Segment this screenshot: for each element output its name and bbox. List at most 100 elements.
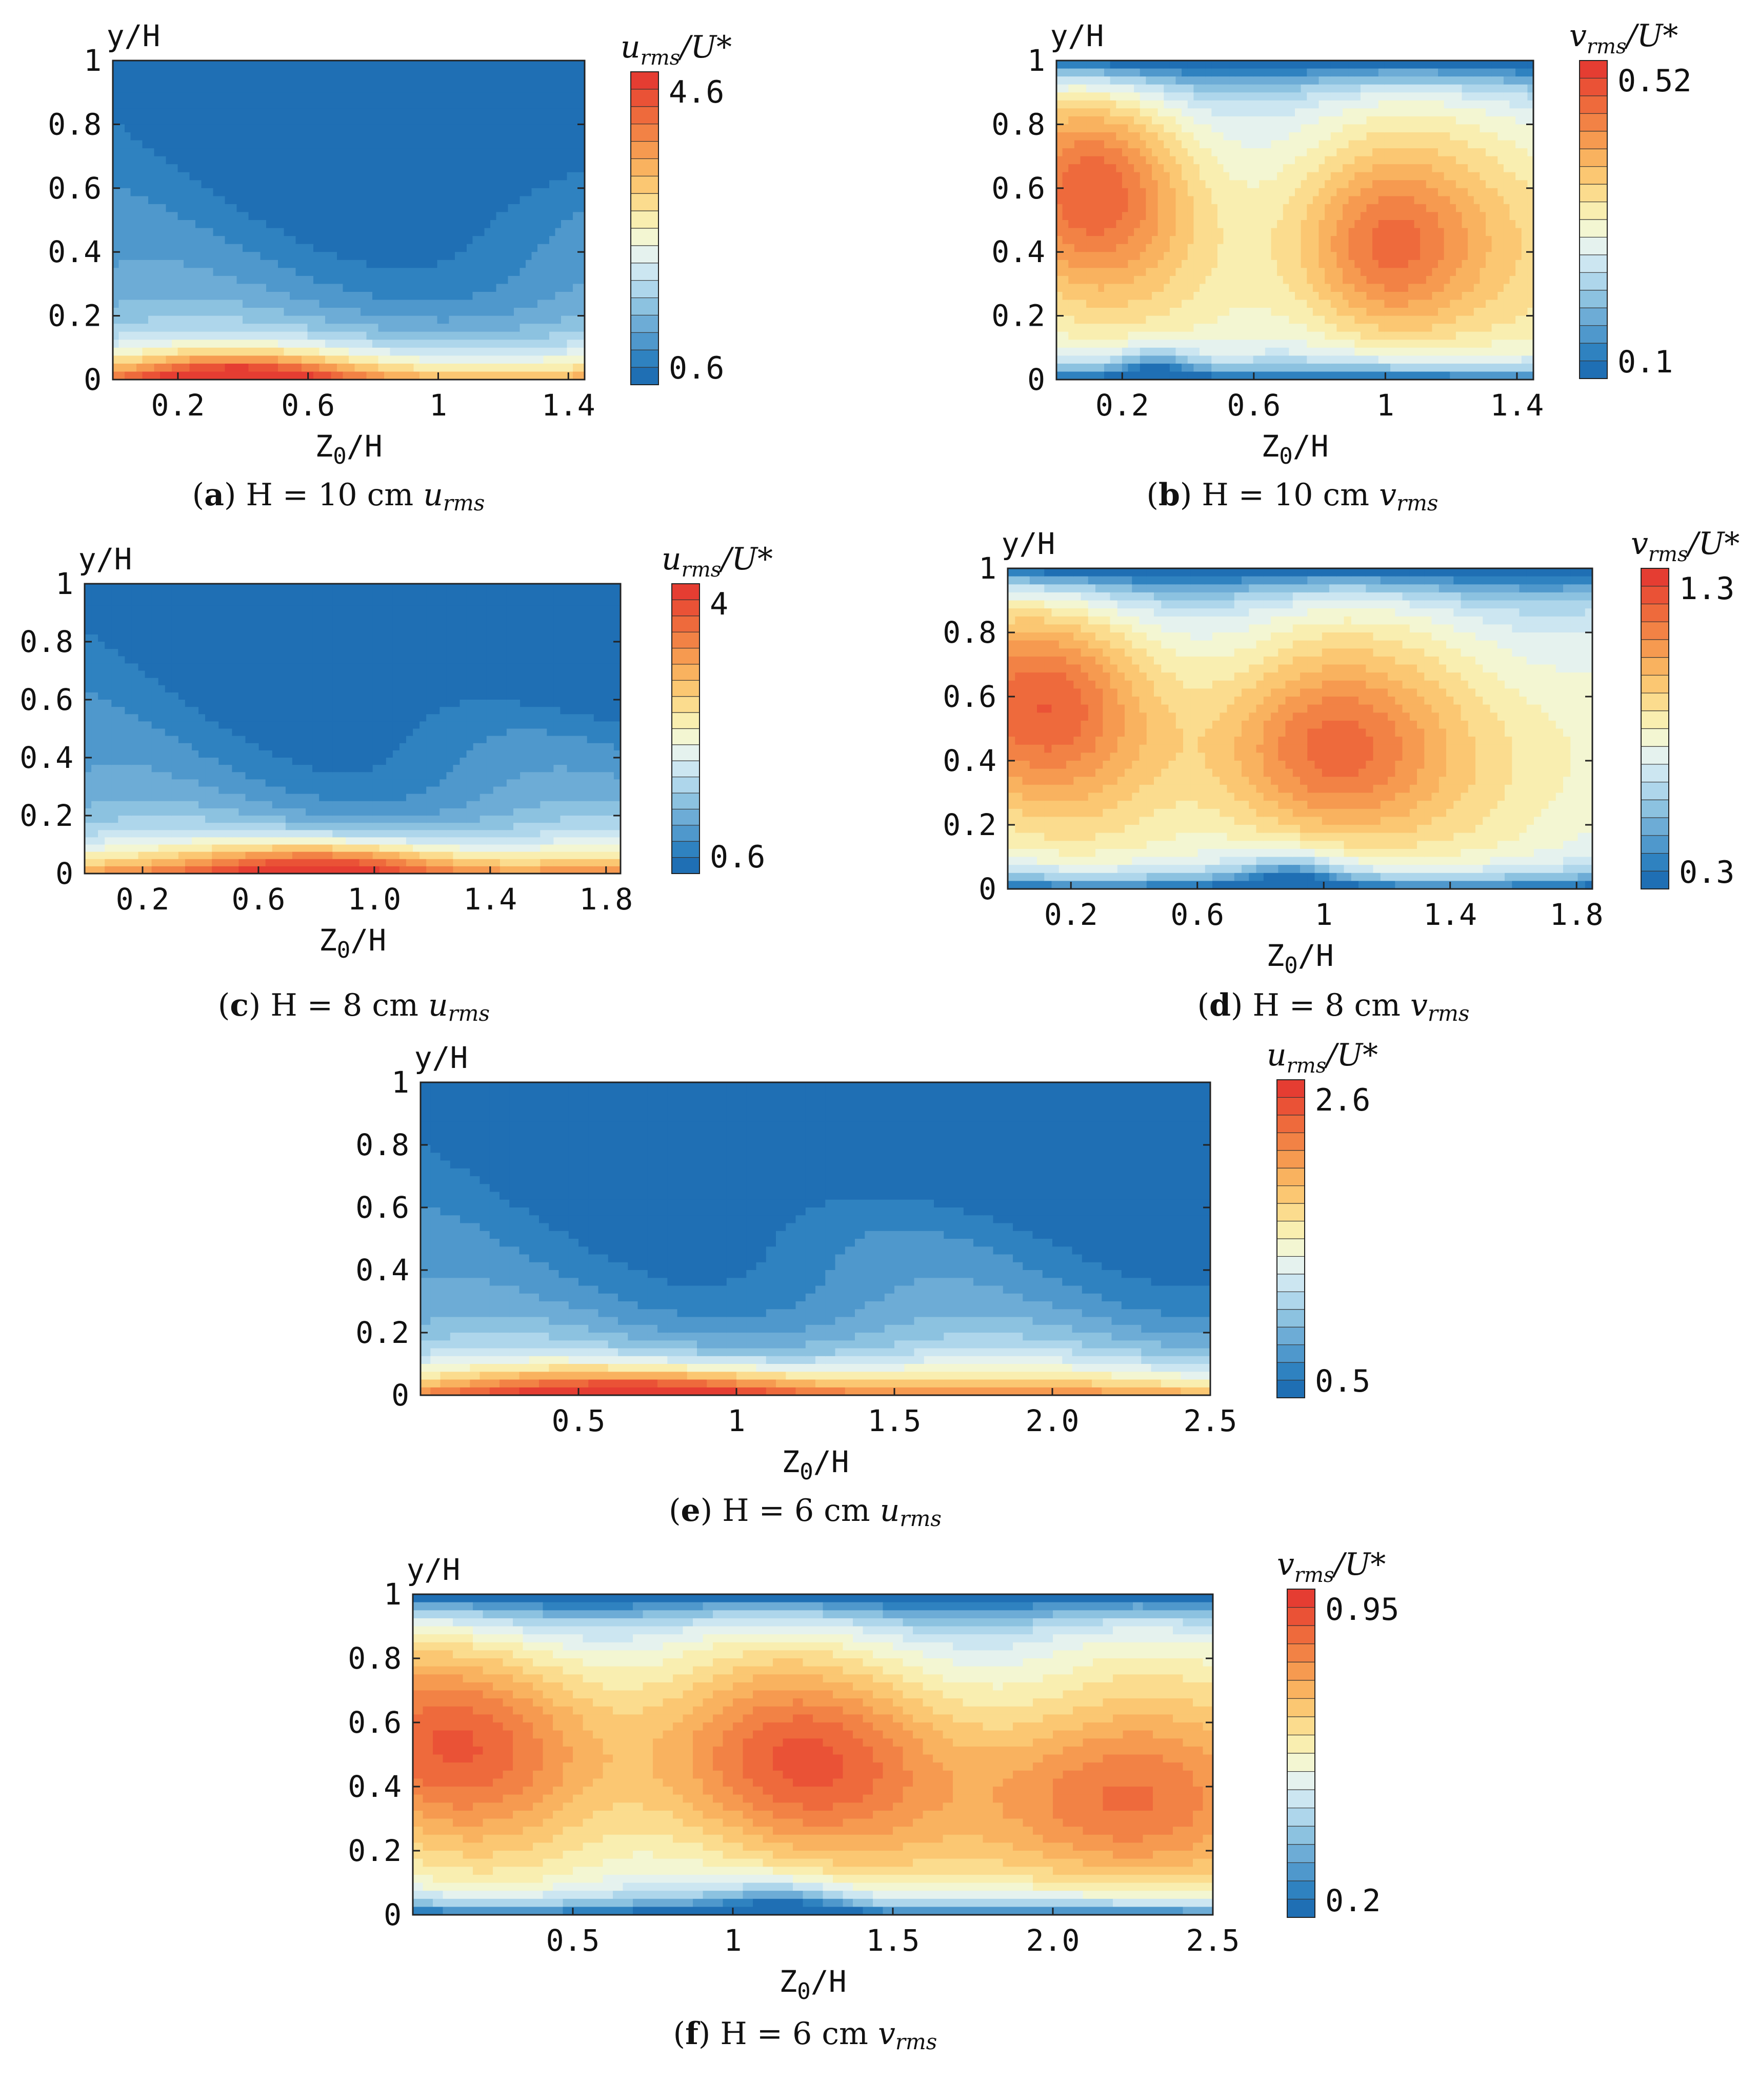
heatmap-cell (561, 268, 568, 276)
heatmap-cell (1092, 188, 1099, 197)
heatmap-cell (125, 347, 131, 356)
heatmap-cell (189, 340, 196, 348)
heatmap-cell (195, 275, 202, 285)
heatmap-cell (425, 196, 432, 205)
heatmap-cell (1164, 220, 1170, 229)
heatmap-cell (490, 300, 497, 308)
heatmap-cell (337, 260, 344, 269)
heatmap-cell (184, 188, 190, 197)
heatmap-cell (514, 188, 521, 197)
heatmap-cell (172, 212, 178, 221)
heatmap-cell (248, 371, 255, 380)
heatmap-cell (331, 140, 337, 149)
heatmap-cell (1128, 236, 1134, 245)
heatmap-cell (573, 92, 580, 101)
heatmap-cell (408, 100, 414, 109)
heatmap-cell (319, 68, 326, 77)
heatmap-cell (236, 196, 243, 205)
heatmap-cell (166, 355, 172, 364)
heatmap-cell (1062, 260, 1069, 269)
heatmap-cell (402, 92, 408, 101)
heatmap-cell (1247, 275, 1254, 285)
heatmap-cell (472, 212, 479, 221)
colorbar-swatch (631, 72, 658, 90)
heatmap-cell (207, 204, 214, 213)
heatmap-cell (1157, 100, 1164, 109)
heatmap-cell (248, 140, 255, 149)
heatmap-cell (319, 156, 326, 165)
heatmap-cell (461, 100, 467, 109)
heatmap-cell (284, 275, 290, 285)
heatmap-cell (561, 61, 568, 69)
heatmap-cell (561, 92, 568, 101)
heatmap-cell (148, 260, 155, 269)
heatmap-cell (325, 68, 332, 77)
heatmap-cell (1134, 268, 1141, 276)
heatmap-cell (113, 244, 119, 253)
heatmap-cell (1157, 132, 1164, 141)
heatmap-cell (413, 204, 420, 213)
heatmap-cell (437, 308, 444, 316)
heatmap-cell (578, 363, 585, 372)
heatmap-cell (1235, 347, 1242, 356)
heatmap-cell (531, 212, 538, 221)
heatmap-cell (254, 116, 261, 125)
heatmap-cell (1182, 116, 1188, 125)
heatmap-cell (1098, 292, 1105, 301)
heatmap-cell (1295, 116, 1302, 125)
heatmap-cell (243, 164, 249, 173)
heatmap-cell (325, 92, 332, 101)
heatmap-cell (1157, 324, 1164, 332)
heatmap-cell (166, 324, 172, 332)
heatmap-cell (1134, 252, 1141, 261)
heatmap-cell (502, 212, 509, 221)
heatmap-cell (573, 340, 580, 348)
heatmap-cell (195, 188, 202, 197)
heatmap-cell (354, 92, 361, 101)
heatmap-cell (254, 132, 261, 141)
heatmap-cell (248, 164, 255, 173)
heatmap-cell (543, 355, 550, 364)
heatmap-cell (531, 228, 538, 236)
heatmap-cell (1259, 363, 1266, 372)
heatmap-cell (1098, 188, 1105, 197)
heatmap-cell (1056, 347, 1063, 356)
heatmap-cell (478, 212, 485, 221)
heatmap-cell (431, 180, 438, 189)
heatmap-cell (207, 172, 214, 181)
heatmap-cell (419, 164, 426, 173)
heatmap-cell (425, 148, 432, 157)
heatmap-cell (1295, 268, 1302, 276)
heatmap-cell (402, 124, 408, 133)
heatmap-cell (331, 212, 337, 221)
heatmap-cell (278, 164, 285, 173)
heatmap-cell (219, 84, 226, 93)
heatmap-cell (526, 116, 532, 125)
heatmap-cell (1175, 132, 1182, 141)
heatmap-cell (1200, 76, 1206, 85)
heatmap-cell (467, 132, 473, 141)
heatmap-cell (207, 180, 214, 189)
heatmap-cell (125, 76, 131, 85)
heatmap-cell (284, 124, 290, 133)
heatmap-cell (1104, 275, 1111, 285)
heatmap-cell (254, 196, 261, 205)
heatmap-cell (390, 84, 396, 93)
heatmap-cell (1152, 236, 1158, 245)
heatmap-cell (331, 76, 337, 85)
heatmap-cell (302, 236, 308, 245)
heatmap-cell (467, 148, 473, 157)
heatmap-cell (325, 156, 332, 165)
heatmap-cell (225, 331, 231, 341)
heatmap-cell (1169, 180, 1176, 189)
heatmap-cell (561, 100, 568, 109)
heatmap-cell (549, 331, 556, 341)
heatmap-cell (260, 132, 267, 141)
heatmap-cell (1092, 260, 1099, 269)
heatmap-cell (1068, 132, 1075, 141)
heatmap-cell (531, 308, 538, 316)
heatmap-cell (372, 100, 379, 109)
heatmap-cell (248, 292, 255, 301)
heatmap-cell (243, 108, 249, 117)
heatmap-cell (1253, 180, 1260, 189)
